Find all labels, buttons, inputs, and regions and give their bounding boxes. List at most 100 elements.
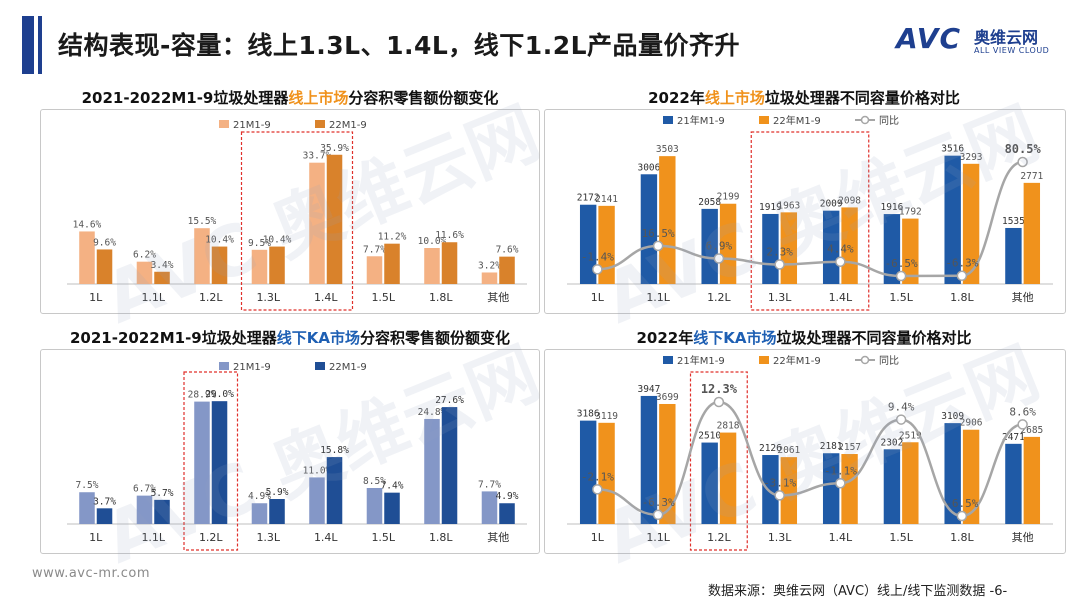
tick-label-br-6: 1.5L: [889, 531, 913, 544]
data-label-br-s2-4: 2061: [777, 445, 800, 456]
bar-bl-s1-1: [79, 492, 95, 524]
tick-label-br-3: 1.2L: [707, 531, 731, 544]
legend-label-2: 22年M1-9: [773, 114, 821, 127]
bar-br-s1-7: [944, 423, 961, 524]
yoy-label-tr-7: -6.3%: [945, 257, 978, 270]
bar-tr-s2-5: [841, 207, 858, 284]
chart-title-tl: 2021-2022M1-9垃圾处理器线上市场分容积零售额份额变化: [40, 87, 540, 108]
logo-cn: 奥维云网: [974, 28, 1039, 47]
data-label-br-s2-2: 3699: [656, 392, 679, 403]
chart-title-br-c: 垃圾处理器不同容量价格对比: [776, 329, 972, 347]
bar-bl-s2-3: [211, 401, 228, 524]
data-label-br-s1-4: 2126: [759, 443, 782, 454]
yoy-label-tr-4: 2.3%: [766, 245, 793, 258]
legend-label-2: 22M1-9: [329, 120, 367, 131]
data-label-br-s1-7: 3109: [941, 411, 964, 422]
bar-br-s1-8: [1005, 443, 1022, 524]
bar-bl-s1-8: [481, 491, 498, 524]
legend-line-label: 同比: [879, 115, 899, 127]
yoy-label-tr-3: 6.9%: [706, 239, 733, 252]
data-label-bl-s1-7: 24.8%: [418, 407, 447, 418]
data-label-tl-s2-8: 7.6%: [496, 245, 519, 256]
chart-title-tr-a: 2022年: [648, 89, 705, 107]
bar-br-s2-2: [659, 403, 676, 524]
data-label-bl-s1-3: 28.9%: [188, 390, 217, 401]
data-label-tr-s1-6: 1916: [880, 202, 903, 213]
data-label-br-s1-2: 3947: [637, 384, 660, 395]
bar-tl-s2-7: [441, 242, 458, 284]
data-label-tl-s2-4: 10.4%: [263, 235, 292, 246]
yoy-label-br-8: 8.6%: [1009, 405, 1036, 418]
tick-label-tl-6: 1.5L: [371, 291, 395, 304]
tick-label-br-1: 1L: [591, 531, 605, 544]
bar-br-s1-3: [701, 442, 718, 524]
data-label-bl-s1-1: 7.5%: [76, 480, 99, 491]
yoy-label-br-1: -2.1%: [581, 470, 614, 483]
bar-br-s2-4: [780, 457, 798, 524]
legend-swatch-1: [219, 362, 229, 370]
bar-bl-s1-3: [194, 401, 210, 524]
legend-swatch-2: [315, 362, 325, 370]
highlight-box: [689, 371, 748, 551]
data-label-bl-s1-8: 7.7%: [478, 479, 501, 490]
data-label-bl-s2-8: 4.9%: [496, 491, 519, 502]
data-label-tl-s2-3: 10.4%: [205, 235, 234, 246]
bar-br-s2-3: [719, 432, 737, 524]
data-label-tr-s1-5: 2009: [820, 199, 843, 210]
tick-label-tl-3: 1.2L: [199, 291, 223, 304]
data-label-bl-s1-2: 6.7%: [133, 484, 156, 495]
bar-tl-s1-6: [366, 256, 383, 284]
tick-label-tr-4: 1.3L: [768, 291, 792, 304]
tick-label-bl-2: 1.1L: [141, 531, 165, 544]
legend-label-1: 21年M1-9: [677, 114, 725, 127]
legend-label-2: 22年M1-9: [773, 354, 821, 367]
data-label-br-s2-3: 2818: [717, 421, 740, 432]
yoy-label-tr-1: -1.4%: [581, 250, 614, 263]
legend-label-2: 22M1-9: [329, 362, 367, 373]
bar-br-s2-5: [841, 454, 858, 524]
bar-tl-s1-8: [481, 272, 498, 284]
data-label-tl-s2-1: 9.6%: [93, 237, 116, 248]
bar-br-s2-1: [598, 422, 615, 524]
data-label-bl-s2-7: 27.6%: [435, 395, 464, 406]
chart-panel-tr: 21年M1-9 22年M1-9 同比 2172 2141 1L 3006 3503 1.1L 20…: [544, 109, 1066, 314]
chart-title-tr-c: 垃圾处理器不同容量价格对比: [764, 89, 960, 107]
bar-bl-s2-5: [326, 457, 343, 524]
tick-label-tr-1: 1L: [591, 291, 605, 304]
yoy-point-tr-2: [652, 240, 664, 252]
bar-bl-s2-1: [96, 508, 113, 524]
bar-tr-s1-1: [579, 204, 597, 284]
bar-bl-s2-2: [154, 499, 170, 524]
data-label-br-s1-6: 2302: [880, 437, 903, 448]
bar-tl-s1-5: [309, 162, 325, 284]
data-label-tl-s2-2: 3.4%: [151, 260, 174, 271]
highlight-box: [183, 371, 239, 551]
legend-label-1: 21M1-9: [233, 362, 271, 373]
data-label-tr-s2-2: 3503: [656, 144, 679, 155]
data-label-br-s1-8: 2471: [1002, 432, 1025, 443]
legend-label-1: 21年M1-9: [677, 354, 725, 367]
tick-label-tl-5: 1.4L: [314, 291, 338, 304]
data-label-tl-s1-7: 10.0%: [418, 236, 447, 247]
bar-br-s1-4: [762, 455, 779, 524]
chart-title-bl-c: 分容积零售额份额变化: [359, 329, 510, 347]
bar-tl-s1-2: [136, 261, 153, 284]
data-label-br-s2-8: 2685: [1020, 425, 1043, 436]
footer-url: www.avc-mr.com: [32, 566, 151, 581]
data-label-tr-s2-3: 2199: [717, 192, 740, 203]
chart-title-bl: 2021-2022M1-9垃圾处理器线下KA市场分容积零售额份额变化: [40, 327, 540, 348]
avc-logo: AVC 奥维云网 ALL VIEW CLOUD: [896, 22, 1066, 62]
logo-en: ALL VIEW CLOUD: [974, 46, 1050, 55]
tick-label-br-7: 1.8L: [950, 531, 974, 544]
bar-br-s2-7: [962, 429, 980, 524]
bar-tl-s1-7: [424, 248, 440, 284]
yoy-point-br-8: [1017, 419, 1028, 430]
data-label-bl-s2-1: 3.7%: [93, 496, 116, 507]
bar-tr-s2-4: [780, 212, 798, 284]
legend-swatch-1: [663, 356, 673, 364]
highlight-box: [240, 131, 354, 311]
yoy-point-tr-7: [956, 270, 968, 281]
bar-br-s1-2: [640, 395, 658, 524]
